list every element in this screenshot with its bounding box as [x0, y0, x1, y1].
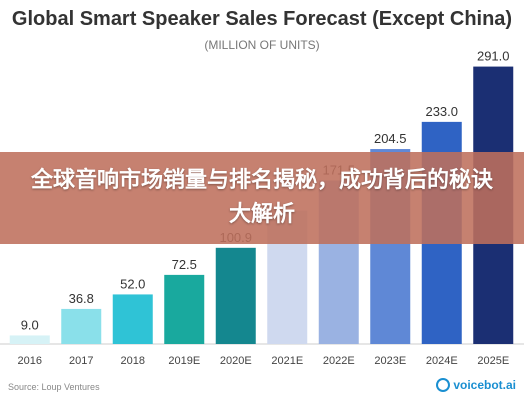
- x-tick-2022E: 2022E: [323, 355, 355, 367]
- source-note: Source: Loup Ventures: [8, 382, 100, 392]
- value-label-2019E: 72.5: [172, 257, 197, 272]
- x-tick-2024E: 2024E: [426, 355, 458, 367]
- voicebot-logo-icon: [436, 378, 451, 392]
- chart-subtitle: (MILLION OF UNITS): [204, 38, 320, 52]
- value-label-2017: 36.8: [69, 291, 94, 306]
- value-label-2024E: 233.0: [425, 104, 458, 119]
- x-tick-2020E: 2020E: [220, 355, 252, 367]
- x-tick-2019E: 2019E: [168, 355, 200, 367]
- value-label-2025E: 291.0: [477, 49, 510, 64]
- chart-title: Global Smart Speaker Sales Forecast (Exc…: [11, 8, 513, 30]
- bar-2018: [112, 294, 153, 344]
- headline-banner: 全球音响市场销量与排名揭秘，成功背后的秘诀大解析: [0, 152, 524, 244]
- logo-text: voicebot.ai: [453, 378, 516, 392]
- x-tick-2023E: 2023E: [374, 355, 406, 367]
- voicebot-logo: voicebot.ai: [436, 378, 516, 392]
- bar-2020E: [215, 247, 256, 344]
- bar-2017: [61, 308, 102, 344]
- banner-headline: 全球音响市场销量与排名揭秘，成功背后的秘诀大解析: [30, 168, 493, 227]
- x-tick-2018: 2018: [121, 355, 145, 367]
- x-tick-2025E: 2025E: [477, 355, 509, 367]
- bar-2019E: [164, 274, 205, 344]
- value-label-2023E: 204.5: [374, 131, 407, 146]
- x-tick-2021E: 2021E: [271, 355, 303, 367]
- x-tick-2017: 2017: [69, 355, 93, 367]
- value-label-2018: 52.0: [120, 276, 145, 291]
- value-label-2016: 9.0: [21, 317, 39, 332]
- bar-2016: [9, 335, 50, 344]
- x-tick-2016: 2016: [18, 355, 42, 367]
